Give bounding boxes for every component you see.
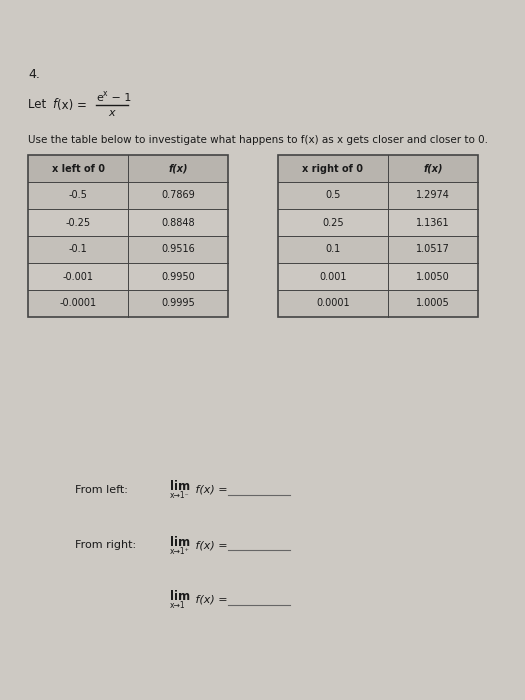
Text: x left of 0: x left of 0 [51,164,104,174]
Text: 0.7869: 0.7869 [161,190,195,200]
Text: lim: lim [170,591,190,603]
Text: 4.: 4. [28,68,40,81]
Bar [28,182,228,209]
Bar [278,236,478,263]
Text: 0.8848: 0.8848 [161,218,195,228]
Text: -0.5: -0.5 [69,190,88,200]
Text: 0.25: 0.25 [322,218,344,228]
Text: x→1⁻: x→1⁻ [170,491,190,500]
Text: f(x) =: f(x) = [192,540,228,550]
Bar [28,209,228,236]
Text: lim: lim [170,536,190,549]
Bar [28,263,228,290]
Text: 0.5: 0.5 [326,190,341,200]
Text: -0.1: -0.1 [69,244,87,255]
Text: 1.0050: 1.0050 [416,272,450,281]
Text: 0.0001: 0.0001 [316,298,350,309]
Bar [28,155,228,182]
Bar [28,290,228,317]
Text: 1.0517: 1.0517 [416,244,450,255]
Text: 0.9950: 0.9950 [161,272,195,281]
Bar [28,155,228,317]
Text: -0.001: -0.001 [62,272,93,281]
Bar [278,209,478,236]
Bar [28,236,228,263]
Text: 1.2974: 1.2974 [416,190,450,200]
Text: 0.001: 0.001 [319,272,346,281]
Text: -0.0001: -0.0001 [59,298,97,309]
Text: 1.1361: 1.1361 [416,218,450,228]
Text: 1.0005: 1.0005 [416,298,450,309]
Text: f(x): f(x) [168,164,188,174]
Bar [278,182,478,209]
Text: lim: lim [170,480,190,494]
Text: Let: Let [28,99,54,111]
Text: x: x [103,88,108,97]
Bar [278,263,478,290]
Text: -0.25: -0.25 [66,218,90,228]
Text: x right of 0: x right of 0 [302,164,363,174]
Bar [278,155,478,182]
Text: f(x): f(x) [423,164,443,174]
Text: (x) =: (x) = [57,99,87,111]
Text: f: f [52,99,56,111]
Text: x→1⁺: x→1⁺ [170,547,190,556]
Text: From right:: From right: [75,540,136,550]
Text: x→1: x→1 [170,601,186,610]
Text: Use the table below to investigate what happens to f(x) as x gets closer and clo: Use the table below to investigate what … [28,135,488,145]
Bar [278,290,478,317]
Text: − 1: − 1 [108,93,131,103]
Text: e: e [96,93,103,103]
Text: 0.9516: 0.9516 [161,244,195,255]
Text: f(x) =: f(x) = [192,595,228,605]
Text: 0.9995: 0.9995 [161,298,195,309]
Text: From left:: From left: [75,485,128,495]
Text: x: x [109,108,116,118]
Text: 0.1: 0.1 [326,244,341,255]
Bar [278,155,478,317]
Text: f(x) =: f(x) = [192,485,228,495]
